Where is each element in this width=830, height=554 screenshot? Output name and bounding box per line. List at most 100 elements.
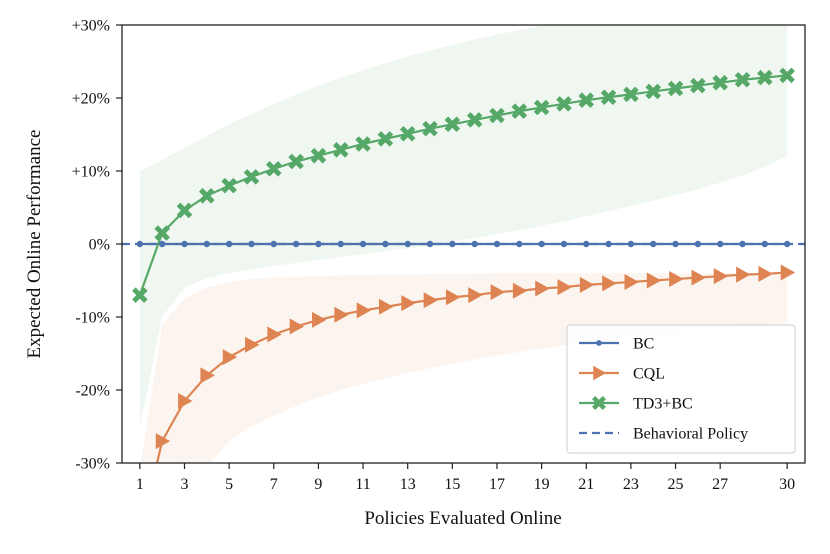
x-tick-label: 1 xyxy=(136,476,144,493)
legend-label-behavioral-policy: Behavioral Policy xyxy=(633,426,748,443)
td3-bc-point xyxy=(199,188,215,204)
td3-bc-point xyxy=(466,112,483,128)
cql-point xyxy=(334,306,349,323)
cql-point xyxy=(646,272,662,289)
td3-bc-point xyxy=(422,120,438,137)
bc-point xyxy=(225,240,233,248)
y-tick-label: +10% xyxy=(72,164,110,181)
cql-point xyxy=(200,367,215,384)
y-tick-label: -20% xyxy=(75,383,110,400)
td3-bc-point xyxy=(600,89,617,106)
cql-point xyxy=(289,318,305,335)
td3-bc-point xyxy=(712,74,728,91)
cql-point xyxy=(736,266,751,283)
cql-point xyxy=(579,276,595,293)
cql-point xyxy=(445,289,461,306)
x-tick-label: 9 xyxy=(314,476,322,493)
x-tick-label: 15 xyxy=(444,476,460,493)
td3-bc-point xyxy=(757,69,773,86)
td3-bc-point xyxy=(690,77,706,94)
x-tick-label: 17 xyxy=(489,476,505,493)
bc-point xyxy=(605,240,612,248)
bc-point xyxy=(181,240,188,248)
bc-point xyxy=(337,240,344,248)
td3-bc-point xyxy=(734,71,751,88)
cql-point xyxy=(557,279,572,296)
cql-point xyxy=(468,287,483,304)
td3-bc-point xyxy=(355,136,371,152)
bc-point xyxy=(739,240,746,248)
td3-bc-point xyxy=(533,99,550,116)
legend-marker-bc xyxy=(596,340,602,346)
x-tick-label: 13 xyxy=(400,476,416,493)
bc-point xyxy=(292,240,300,248)
cql-point xyxy=(490,284,505,301)
td3-bc-point xyxy=(667,80,684,97)
td3-bc-point xyxy=(444,116,461,133)
td3-bc-point xyxy=(243,169,260,185)
bc-point xyxy=(449,240,456,248)
cql-point xyxy=(535,280,550,297)
x-tick-label: 30 xyxy=(779,476,795,493)
bc-point xyxy=(471,240,478,248)
x-tick-label: 11 xyxy=(355,476,370,493)
bc-point xyxy=(248,240,255,248)
td3-bc-point xyxy=(310,147,327,164)
bc-point xyxy=(203,240,211,248)
legend-box xyxy=(566,324,796,454)
td3-bc-point xyxy=(221,177,237,194)
cql-point xyxy=(780,264,796,281)
cql-point xyxy=(401,295,416,312)
td3-bc-point xyxy=(154,225,170,241)
bc-point xyxy=(560,240,568,248)
bc-point xyxy=(270,240,277,248)
cql-point xyxy=(245,336,260,353)
cql-point xyxy=(356,302,372,319)
x-tick-label: 19 xyxy=(534,476,550,493)
bc-point xyxy=(493,240,501,248)
td3-bc-point xyxy=(511,103,528,119)
td3-bc-point xyxy=(266,161,282,177)
bc-point xyxy=(315,240,322,248)
td3-bc-point xyxy=(377,131,394,147)
x-tick-label: 21 xyxy=(578,476,594,493)
bc-point xyxy=(404,240,411,248)
y-axis-label: Expected Online Performance xyxy=(24,130,45,359)
y-tick-label: 0% xyxy=(89,237,110,254)
legend-label-cql: CQL xyxy=(633,366,665,383)
cql-point xyxy=(602,275,617,292)
x-tick-label: 23 xyxy=(623,476,639,493)
bc-point xyxy=(761,240,769,248)
y-tick-label: -30% xyxy=(75,456,110,473)
bc-point xyxy=(694,240,702,248)
td3-bc-point xyxy=(176,202,193,219)
bc-point xyxy=(382,240,389,248)
bc-point xyxy=(627,240,635,248)
x-tick-label: 25 xyxy=(668,476,684,493)
td3-bc-point xyxy=(288,153,304,170)
legend-label-bc: BC xyxy=(633,336,654,353)
cql-point xyxy=(691,269,706,286)
td3-bc-point xyxy=(645,83,661,100)
y-tick-label: -10% xyxy=(75,310,110,327)
x-tick-label: 27 xyxy=(712,476,728,493)
bc-point xyxy=(650,240,657,248)
legend-marker-cql xyxy=(593,365,607,381)
bc-point xyxy=(538,240,545,248)
bc-point xyxy=(426,240,434,248)
cql-point xyxy=(423,292,439,309)
legend: BC CQL TD3+BC Behavioral Policy xyxy=(566,324,796,454)
y-tick-label: +20% xyxy=(72,91,110,108)
cql-confidence-band xyxy=(140,273,788,463)
td3-bc-point xyxy=(779,67,795,84)
bc-point xyxy=(359,240,367,248)
bc-point xyxy=(783,240,791,248)
legend-label-td3-bc: TD3+BC xyxy=(633,396,693,413)
td3-bc-point xyxy=(399,126,416,142)
td3-bc-point xyxy=(556,96,572,112)
cql-point xyxy=(155,433,171,450)
x-tick-label: 7 xyxy=(270,476,278,493)
cql-point xyxy=(267,326,282,343)
bc-point xyxy=(516,240,523,248)
x-axis-label: Policies Evaluated Online xyxy=(364,508,561,529)
